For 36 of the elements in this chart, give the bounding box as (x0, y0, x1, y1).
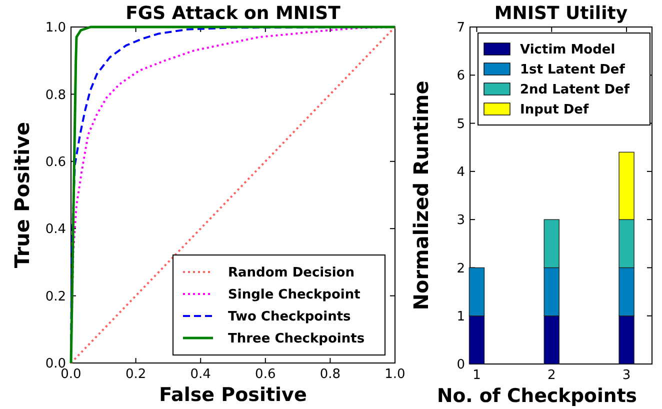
y-tick-label: 6 (456, 68, 465, 84)
x-axis-title: No. of Checkpoints (437, 385, 640, 407)
y-axis-title: Normalized Runtime (409, 80, 433, 310)
legend-label: 2nd Latent Def (520, 82, 630, 98)
x-tick-label: 2 (547, 368, 556, 383)
x-tick-label: 0.8 (320, 367, 341, 382)
chart-title: FGS Attack on MNIST (126, 3, 342, 24)
legend-label: Two Checkpoints (228, 310, 352, 325)
y-tick-label: 0.8 (45, 88, 66, 103)
y-tick-label: 7 (456, 20, 465, 36)
legend-label: Random Decision (228, 266, 354, 281)
x-tick-label: 0.2 (125, 367, 146, 382)
x-tick-label: 0.4 (190, 367, 211, 382)
x-tick-label: 3 (622, 368, 631, 383)
y-tick-label: 0 (456, 358, 465, 373)
y-tick-label: 2 (456, 261, 465, 276)
chart-title: MNIST Utility (494, 3, 628, 24)
y-tick-label: 4 (456, 164, 465, 180)
legend-label: Single Checkpoint (228, 288, 360, 303)
x-tick-label: 1 (472, 368, 481, 383)
x-tick-label: 0.0 (60, 367, 82, 382)
y-axis-title: True Positive (10, 122, 34, 268)
y-tick-label: 3 (456, 213, 465, 228)
y-tick-label: 0.6 (45, 154, 66, 170)
y-tick-label: 1.0 (45, 20, 66, 36)
y-tick-label: 0.4 (45, 222, 66, 238)
legend-label: Victim Model (520, 42, 616, 58)
legend-label: Three Checkpoints (228, 332, 365, 347)
y-tick-label: 0.2 (45, 289, 66, 304)
y-tick-label: 5 (456, 116, 465, 132)
x-tick-label: 0.6 (255, 367, 276, 382)
y-tick-label: 1 (456, 309, 465, 324)
legend-label: Input Def (520, 102, 589, 118)
x-axis-title: False Positive (159, 384, 307, 406)
legend-label: 1st Latent Def (520, 62, 626, 78)
x-tick-label: 1.0 (384, 367, 406, 382)
